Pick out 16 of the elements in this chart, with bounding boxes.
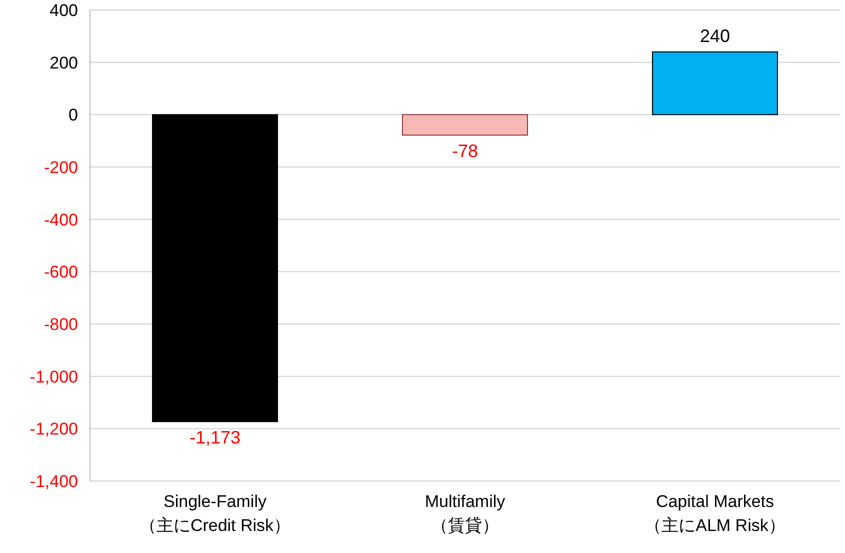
x-tick-label: Multifamily （賃貸） bbox=[424, 492, 506, 535]
y-tick-label: -400 bbox=[44, 210, 78, 230]
y-tick-label: -1,000 bbox=[30, 367, 78, 386]
data-label: -1,173 bbox=[189, 428, 241, 448]
y-tick-label: 400 bbox=[50, 1, 78, 20]
y-tick-label: -600 bbox=[44, 262, 78, 282]
y-tick-label: -1,400 bbox=[30, 472, 78, 491]
x-tick-label: Capital Markets （主にALM Risk） bbox=[644, 492, 786, 535]
y-tick-label: -800 bbox=[44, 315, 78, 334]
y-tick-label: -200 bbox=[44, 158, 78, 177]
x-tick-label: Single-Family （主にCredit Risk） bbox=[139, 492, 291, 535]
y-tick-label: 200 bbox=[50, 53, 78, 72]
data-label: -78 bbox=[452, 141, 478, 162]
data-label: 240 bbox=[700, 26, 730, 46]
y-tick-label: -1,200 bbox=[30, 420, 78, 439]
y-tick-label: 0 bbox=[68, 106, 78, 125]
